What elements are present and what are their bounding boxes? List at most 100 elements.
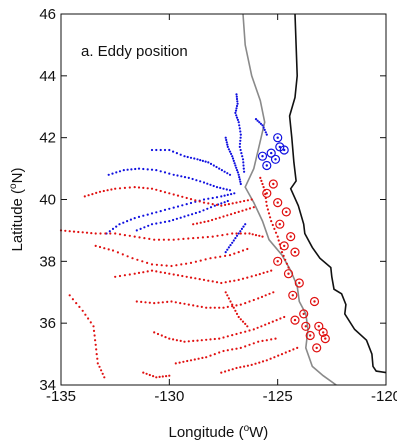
track-point xyxy=(245,208,248,211)
track-point xyxy=(226,199,229,203)
track-point xyxy=(224,281,227,284)
track-point xyxy=(110,188,113,191)
track-point xyxy=(239,230,242,233)
track-point xyxy=(185,196,188,200)
track-point xyxy=(77,230,80,234)
eddy-marker xyxy=(268,179,278,189)
track-point xyxy=(225,138,228,142)
track-point xyxy=(85,231,89,234)
track-point xyxy=(238,176,241,179)
track-point xyxy=(242,164,245,167)
track-point xyxy=(155,270,158,273)
eddy-marker xyxy=(318,327,328,337)
track-point xyxy=(194,211,197,215)
track-point xyxy=(165,375,168,378)
eddy-marker-center xyxy=(324,337,327,340)
eddy-marker xyxy=(309,296,320,307)
x-tick-label: -120 xyxy=(371,388,397,405)
track-point xyxy=(111,227,115,230)
track-point xyxy=(234,109,238,112)
track-point xyxy=(250,363,253,366)
track-point xyxy=(68,294,71,297)
track-point xyxy=(235,232,238,235)
track-point xyxy=(235,201,238,204)
track-point xyxy=(235,312,239,315)
eddy-marker-center xyxy=(309,334,312,337)
track-point xyxy=(239,366,242,369)
track-point xyxy=(226,145,229,148)
track-point xyxy=(246,364,249,367)
track-point xyxy=(259,122,262,125)
track-point xyxy=(277,239,280,242)
eddy-marker xyxy=(275,219,285,229)
track-point xyxy=(239,136,242,139)
track-point xyxy=(90,232,93,235)
track-point xyxy=(146,261,149,264)
track-point xyxy=(93,334,96,337)
track-point xyxy=(276,235,279,238)
track-point xyxy=(237,315,240,319)
track-point xyxy=(265,204,268,207)
track-point xyxy=(143,237,146,240)
track-point xyxy=(226,248,229,251)
track-point xyxy=(226,335,229,338)
track-point xyxy=(150,168,154,171)
track-point xyxy=(274,231,278,234)
track-point xyxy=(296,346,299,349)
eddy-marker-center xyxy=(291,294,294,297)
track-point xyxy=(160,264,163,267)
y-tick-label: 44 xyxy=(39,68,56,85)
track-point xyxy=(147,224,150,227)
track-point xyxy=(235,304,238,307)
track-point xyxy=(239,148,242,152)
track-point xyxy=(248,232,251,235)
track-point xyxy=(114,275,117,278)
track-point xyxy=(162,238,165,241)
track-point xyxy=(133,235,136,238)
eddy-marker-center xyxy=(287,272,290,275)
track-point xyxy=(211,235,214,238)
track-point xyxy=(220,169,223,172)
track-point xyxy=(202,209,205,212)
track-point xyxy=(181,204,184,207)
track-point xyxy=(256,119,259,122)
eddy-marker xyxy=(257,151,268,161)
track-point xyxy=(254,274,258,277)
track-point xyxy=(241,277,245,280)
track-point xyxy=(157,301,160,304)
track-point xyxy=(189,276,193,279)
track-point xyxy=(155,188,158,191)
track-point xyxy=(148,373,151,377)
track-point xyxy=(265,359,268,362)
track-point xyxy=(267,322,271,325)
track-point xyxy=(251,233,254,236)
track-point xyxy=(226,305,229,308)
track-point xyxy=(187,340,190,343)
track-point xyxy=(185,203,188,206)
track-point xyxy=(258,273,261,276)
eddy-marker-center xyxy=(276,260,279,263)
track-point xyxy=(226,172,229,175)
track-point xyxy=(256,326,259,329)
track-point xyxy=(196,236,200,239)
track-point xyxy=(95,348,98,351)
track-point xyxy=(165,264,168,267)
track-point xyxy=(203,220,206,223)
track-point xyxy=(261,235,264,238)
track-point xyxy=(115,171,118,174)
track-point xyxy=(199,159,202,162)
track-point xyxy=(163,208,167,211)
track-point xyxy=(248,329,251,332)
track-point xyxy=(220,281,223,285)
panel-title: a. Eddy position xyxy=(81,43,188,60)
track-point xyxy=(231,334,234,337)
eddy-marker-center xyxy=(272,182,275,186)
track-point xyxy=(187,176,190,179)
x-axis-title: Longitude (oW) xyxy=(169,423,269,441)
track-point xyxy=(235,166,238,169)
track-point xyxy=(172,150,175,153)
track-point xyxy=(272,291,275,294)
track-point xyxy=(236,118,239,121)
track-point xyxy=(269,357,272,360)
